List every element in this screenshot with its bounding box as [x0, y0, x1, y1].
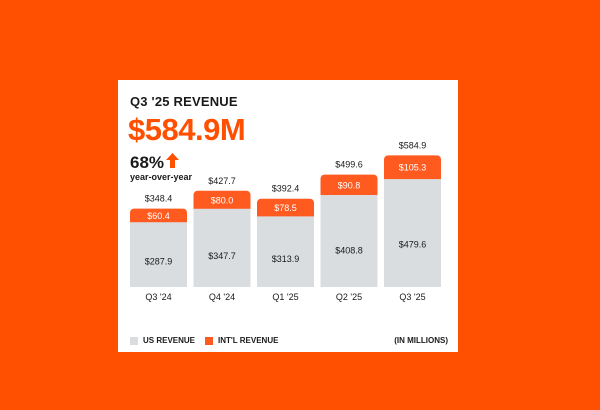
- label-intl-1: $80.0: [211, 195, 234, 205]
- label-us-3: $408.8: [335, 246, 363, 256]
- tick-label-4: Q3 '25: [399, 292, 425, 302]
- tick-label-2: Q1 '25: [272, 292, 298, 302]
- legend-item-intl: INT'L REVENUE: [205, 336, 278, 345]
- label-us-0: $287.9: [145, 257, 173, 267]
- label-us-2: $313.9: [272, 254, 300, 264]
- label-us-1: $347.7: [208, 251, 236, 261]
- headline-revenue: $584.9M: [128, 112, 246, 147]
- bar-intl-2: [257, 198, 314, 221]
- legend-swatch-intl: [205, 336, 213, 345]
- bar-intl-0: [130, 208, 187, 227]
- tick-label-1: Q4 '24: [209, 292, 235, 302]
- label-total-1: $427.7: [208, 176, 236, 186]
- growth-caption: year-over-year: [130, 172, 193, 182]
- tick-label-3: Q2 '25: [336, 292, 362, 302]
- bar-intl-4: [384, 155, 441, 184]
- legend-swatch-us: [130, 336, 138, 345]
- label-total-0: $348.4: [145, 194, 173, 204]
- label-intl-4: $105.3: [399, 163, 427, 173]
- chart-subtitle: Q3 '25 REVENUE: [130, 94, 238, 109]
- label-total-4: $584.9: [399, 140, 427, 150]
- tick-label-0: Q3 '24: [145, 292, 171, 302]
- bar-us-4: [384, 179, 441, 287]
- label-intl-2: $78.5: [274, 203, 297, 213]
- revenue-bar-chart: $60.4 $287.9 $348.4 Q3 '24 $80.0 $347.7 $427.7…: [130, 140, 441, 302]
- revenue-card: Q3 '25 REVENUE $584.9M 68% year-over-yea…: [118, 80, 458, 352]
- bar-us-1: [193, 208, 251, 287]
- label-total-3: $499.6: [335, 160, 363, 170]
- legend-label-intl: INT'L REVENUE: [218, 336, 279, 345]
- bar-us-0: [130, 222, 187, 287]
- label-intl-3: $90.8: [338, 180, 361, 190]
- bar-us-2: [257, 216, 314, 287]
- bar-us-3: [320, 195, 378, 287]
- growth-stat: 68%: [130, 153, 180, 173]
- label-total-2: $392.4: [272, 184, 300, 194]
- legend-item-us: US REVENUE: [130, 336, 195, 345]
- units-label: (IN MILLIONS): [394, 336, 448, 345]
- label-intl-0: $60.4: [147, 211, 170, 221]
- legend-label-us: US REVENUE: [143, 336, 196, 345]
- arrow-up-icon: [166, 153, 180, 173]
- bar-intl-1: [193, 190, 251, 213]
- bar-intl-3: [320, 174, 378, 200]
- label-us-4: $479.6: [399, 239, 427, 249]
- growth-value: 68%: [130, 153, 165, 172]
